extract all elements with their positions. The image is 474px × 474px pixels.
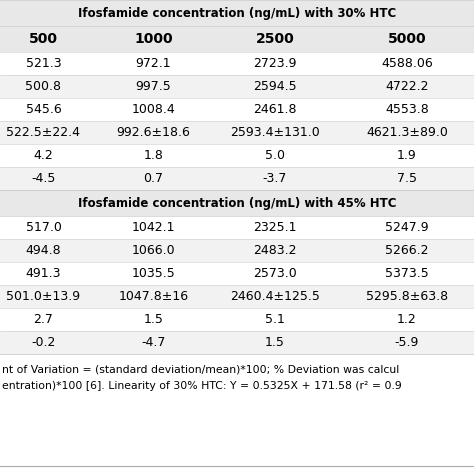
Bar	[0, 52, 474, 75]
Text: 2594.5: 2594.5	[253, 80, 297, 93]
Text: 5.1: 5.1	[265, 313, 285, 326]
Bar	[0, 285, 474, 308]
Text: 0.7: 0.7	[144, 172, 164, 185]
Text: 4621.3±89.0: 4621.3±89.0	[366, 126, 448, 139]
Text: 501.0±13.9: 501.0±13.9	[7, 290, 81, 303]
Text: 4588.06: 4588.06	[381, 57, 433, 70]
Text: 522.5±22.4: 522.5±22.4	[7, 126, 81, 139]
Text: 500: 500	[29, 32, 58, 46]
Bar	[0, 216, 474, 239]
Text: 972.1: 972.1	[136, 57, 171, 70]
Text: 2593.4±131.0: 2593.4±131.0	[230, 126, 320, 139]
Text: 5373.5: 5373.5	[385, 267, 429, 280]
Text: 1047.8±16: 1047.8±16	[118, 290, 189, 303]
Bar	[0, 75, 474, 98]
Bar	[0, 0, 474, 26]
Text: 491.3: 491.3	[26, 267, 61, 280]
Text: 1.2: 1.2	[397, 313, 417, 326]
Text: 7.5: 7.5	[397, 172, 417, 185]
Text: nt of Variation = (standard deviation/mean)*100; % Deviation was calcul: nt of Variation = (standard deviation/me…	[2, 365, 399, 375]
Bar	[0, 121, 474, 144]
Bar	[0, 331, 474, 354]
Bar	[0, 98, 474, 121]
Text: -0.2: -0.2	[31, 336, 55, 349]
Bar	[0, 144, 474, 167]
Text: 997.5: 997.5	[136, 80, 172, 93]
Text: 2573.0: 2573.0	[253, 267, 297, 280]
Text: 1066.0: 1066.0	[132, 244, 175, 257]
Text: 1042.1: 1042.1	[132, 221, 175, 234]
Text: -4.5: -4.5	[31, 172, 55, 185]
Text: 1.5: 1.5	[144, 313, 164, 326]
Text: 5.0: 5.0	[265, 149, 285, 162]
Text: 545.6: 545.6	[26, 103, 61, 116]
Bar	[0, 190, 474, 216]
Text: entration)*100 [6]. Linearity of 30% HTC: Y = 0.5325X + 171.58 (r² = 0.9: entration)*100 [6]. Linearity of 30% HTC…	[2, 381, 402, 391]
Text: 4.2: 4.2	[34, 149, 54, 162]
Text: 1000: 1000	[134, 32, 173, 46]
Text: 2325.1: 2325.1	[253, 221, 297, 234]
Bar	[0, 26, 474, 52]
Text: -5.9: -5.9	[395, 336, 419, 349]
Bar	[0, 167, 474, 190]
Text: Ifosfamide concentration (ng/mL) with 30% HTC: Ifosfamide concentration (ng/mL) with 30…	[78, 7, 396, 19]
Text: 4553.8: 4553.8	[385, 103, 429, 116]
Text: 1.8: 1.8	[144, 149, 164, 162]
Text: 2461.8: 2461.8	[253, 103, 297, 116]
Bar	[0, 354, 474, 474]
Text: 5266.2: 5266.2	[385, 244, 429, 257]
Text: 5247.9: 5247.9	[385, 221, 429, 234]
Text: 1.5: 1.5	[265, 336, 285, 349]
Bar	[0, 308, 474, 331]
Text: 5000: 5000	[388, 32, 426, 46]
Text: 1.9: 1.9	[397, 149, 417, 162]
Text: 2500: 2500	[255, 32, 294, 46]
Bar	[0, 239, 474, 262]
Text: 1008.4: 1008.4	[132, 103, 175, 116]
Text: 2460.4±125.5: 2460.4±125.5	[230, 290, 320, 303]
Bar	[0, 262, 474, 285]
Text: 517.0: 517.0	[26, 221, 62, 234]
Text: 992.6±18.6: 992.6±18.6	[117, 126, 191, 139]
Text: 2483.2: 2483.2	[253, 244, 297, 257]
Text: 4722.2: 4722.2	[385, 80, 429, 93]
Text: 2.7: 2.7	[34, 313, 54, 326]
Text: 1035.5: 1035.5	[132, 267, 175, 280]
Text: 521.3: 521.3	[26, 57, 61, 70]
Text: 2723.9: 2723.9	[253, 57, 297, 70]
Text: 494.8: 494.8	[26, 244, 61, 257]
Text: Ifosfamide concentration (ng/mL) with 45% HTC: Ifosfamide concentration (ng/mL) with 45…	[78, 197, 396, 210]
Text: -4.7: -4.7	[141, 336, 166, 349]
Text: 500.8: 500.8	[26, 80, 62, 93]
Text: -3.7: -3.7	[263, 172, 287, 185]
Text: 5295.8±63.8: 5295.8±63.8	[366, 290, 448, 303]
